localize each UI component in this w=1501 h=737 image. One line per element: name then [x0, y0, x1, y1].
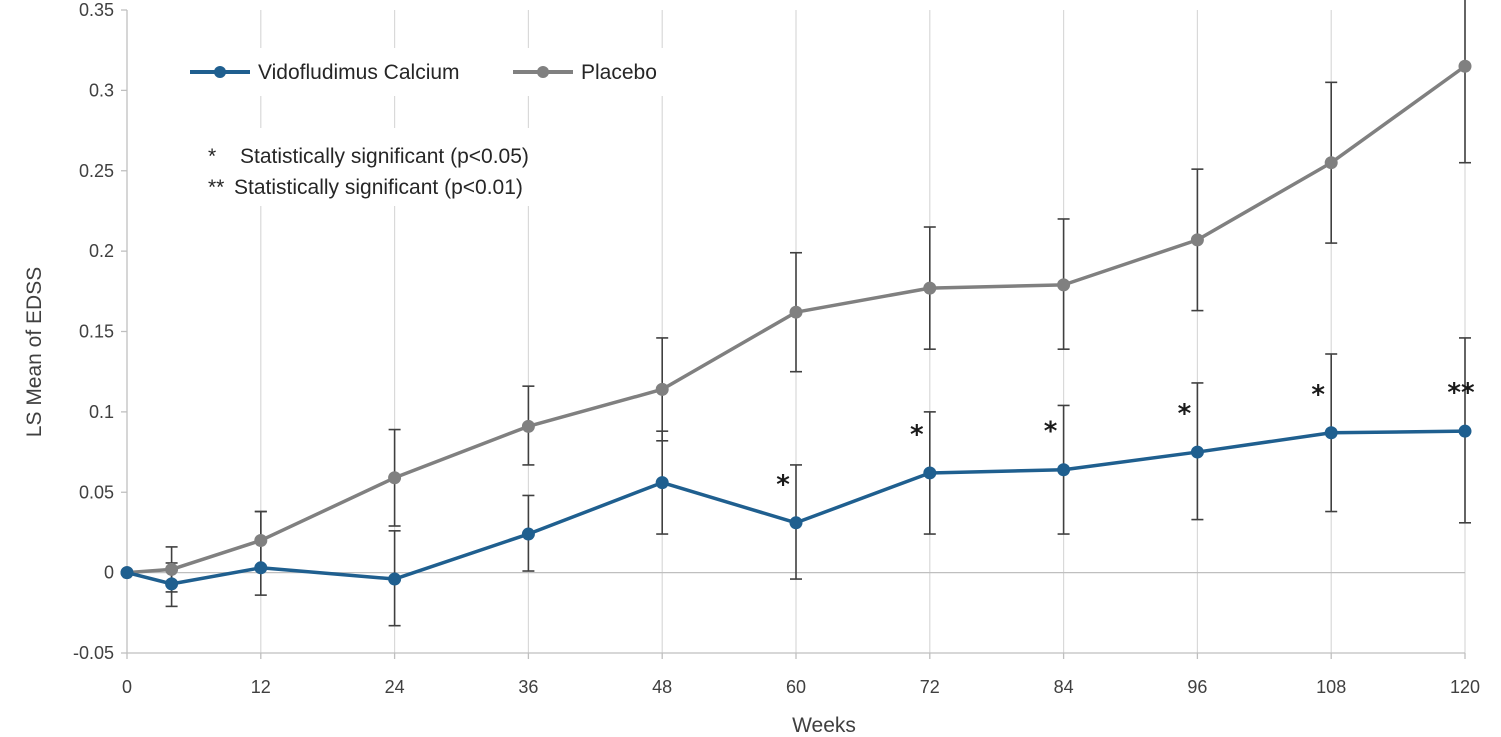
vidofludimus-point — [1057, 463, 1071, 477]
vidofludimus-point — [655, 476, 669, 490]
x-tick-label: 120 — [1450, 677, 1480, 697]
vidofludimus-point — [254, 561, 268, 575]
y-tick-label: 0.05 — [79, 482, 114, 502]
note-marker-p05: * — [208, 145, 216, 168]
placebo-point — [388, 471, 402, 485]
x-tick-label: 48 — [652, 677, 672, 697]
x-tick-label: 60 — [786, 677, 806, 697]
significance-marker: * — [776, 470, 790, 500]
note-marker-p01: ** — [208, 176, 224, 199]
y-tick-label: 0.3 — [89, 80, 114, 100]
vidofludimus-point — [1458, 424, 1472, 438]
y-tick-label: 0.1 — [89, 402, 114, 422]
vidofludimus-point — [789, 516, 803, 530]
vidofludimus-point — [388, 572, 402, 586]
y-tick-label: 0.25 — [79, 161, 114, 181]
y-tick-label: 0.2 — [89, 241, 114, 261]
x-axis-title: Weeks — [792, 714, 856, 737]
x-tick-label: 108 — [1316, 677, 1346, 697]
vidofludimus-point — [923, 466, 937, 480]
placebo-point — [1458, 59, 1472, 73]
legend-label-placebo: Placebo — [581, 61, 657, 84]
significance-marker: * — [1178, 399, 1192, 429]
note-text-p05: Statistically significant (p<0.05) — [240, 145, 529, 168]
placebo-point — [655, 382, 669, 396]
series-line-vidofludimus — [126, 429, 1466, 586]
placebo-point — [789, 305, 803, 319]
vidofludimus-point — [1324, 426, 1338, 440]
significance-marker: ** — [1447, 378, 1475, 408]
significance-marker: * — [910, 420, 924, 450]
placebo-point — [165, 562, 179, 576]
vidofludimus-point — [1190, 445, 1204, 459]
x-tick-label: 12 — [251, 677, 271, 697]
series-line-placebo — [126, 64, 1467, 575]
significance-marker: * — [1044, 417, 1058, 447]
vidofludimus-point — [120, 566, 134, 580]
x-tick-label: 36 — [518, 677, 538, 697]
x-tick-label: 0 — [122, 677, 132, 697]
legend-swatch-vidofludimus-marker — [214, 66, 226, 78]
x-tick-label: 24 — [385, 677, 405, 697]
y-tick-label: -0.05 — [73, 643, 114, 663]
placebo-point — [1190, 233, 1204, 247]
significance-marker: * — [1311, 380, 1325, 410]
x-tick-label: 84 — [1054, 677, 1074, 697]
significance-markers: ** *** ** — [776, 378, 1475, 500]
note-text-p01: Statistically significant (p<0.01) — [234, 176, 523, 199]
note-background — [188, 128, 600, 206]
y-tick-label: 0.35 — [79, 0, 114, 20]
legend-background — [180, 48, 675, 96]
placebo-point — [1057, 278, 1071, 292]
x-tick-label: 72 — [920, 677, 940, 697]
y-tick-label: 0.15 — [79, 322, 114, 342]
series-lines — [120, 59, 1472, 591]
placebo-point — [254, 533, 268, 547]
significance-note-box: * Statistically significant (p<0.05) ** … — [188, 128, 600, 206]
legend-swatch-placebo-marker — [537, 66, 549, 78]
placebo-point — [521, 419, 535, 433]
y-tick-label: 0 — [104, 563, 114, 583]
vidofludimus-point — [165, 577, 179, 591]
y-axis-title: LS Mean of EDSS — [23, 267, 46, 437]
legend: Vidofludimus Calcium Placebo — [180, 48, 675, 96]
legend-label-vidofludimus: Vidofludimus Calcium — [258, 61, 460, 84]
placebo-point — [1324, 156, 1338, 170]
vidofludimus-point — [521, 527, 535, 541]
placebo-point — [923, 281, 937, 295]
x-tick-label: 96 — [1187, 677, 1207, 697]
axes: -0.05 0 0.05 0.1 0.15 0.2 0.25 0.3 0.35 0 12 24 36 48… — [73, 0, 1480, 697]
gridlines — [260, 10, 1466, 653]
